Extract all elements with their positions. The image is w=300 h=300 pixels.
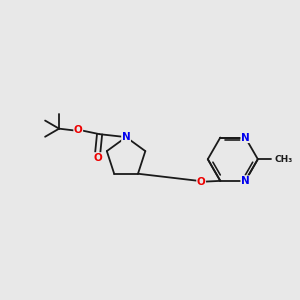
Text: O: O <box>197 177 206 187</box>
Text: CH₃: CH₃ <box>274 155 292 164</box>
Text: N: N <box>241 176 250 186</box>
Text: O: O <box>74 125 82 136</box>
Text: O: O <box>93 153 102 163</box>
Text: N: N <box>122 132 130 142</box>
Text: N: N <box>241 133 250 142</box>
